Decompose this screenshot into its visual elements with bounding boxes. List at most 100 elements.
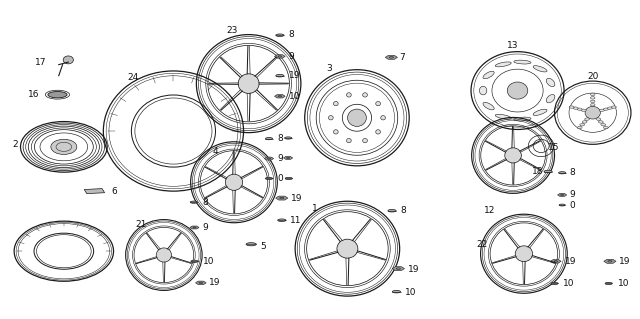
Ellipse shape <box>51 139 77 154</box>
Ellipse shape <box>225 174 243 190</box>
Text: 12: 12 <box>484 206 495 215</box>
Ellipse shape <box>285 177 292 180</box>
Ellipse shape <box>508 82 528 99</box>
Ellipse shape <box>569 106 574 108</box>
Text: 19: 19 <box>619 257 630 266</box>
Ellipse shape <box>515 246 532 262</box>
Ellipse shape <box>582 121 587 123</box>
Polygon shape <box>190 226 199 229</box>
Polygon shape <box>276 196 288 200</box>
Text: 18: 18 <box>532 167 543 176</box>
Text: 8: 8 <box>400 206 406 215</box>
Polygon shape <box>284 156 292 160</box>
Ellipse shape <box>63 56 74 64</box>
Text: 8: 8 <box>289 30 294 40</box>
Ellipse shape <box>547 94 555 103</box>
Ellipse shape <box>599 109 604 111</box>
Ellipse shape <box>559 172 566 174</box>
Ellipse shape <box>544 170 552 173</box>
Ellipse shape <box>376 130 380 134</box>
Text: 9: 9 <box>289 52 294 61</box>
Text: 2: 2 <box>13 140 19 149</box>
Ellipse shape <box>598 121 604 123</box>
Text: 19: 19 <box>291 194 303 203</box>
Ellipse shape <box>346 138 351 143</box>
Text: 6: 6 <box>111 187 116 196</box>
Ellipse shape <box>533 66 547 72</box>
Ellipse shape <box>596 118 601 120</box>
Text: 9: 9 <box>277 154 283 163</box>
Text: 23: 23 <box>227 26 237 35</box>
Ellipse shape <box>156 248 172 262</box>
Ellipse shape <box>591 93 595 96</box>
Text: 15: 15 <box>547 143 559 152</box>
Ellipse shape <box>381 115 385 120</box>
Ellipse shape <box>611 106 616 108</box>
Text: 0: 0 <box>277 174 283 183</box>
Ellipse shape <box>591 104 595 106</box>
Text: 5: 5 <box>260 242 266 251</box>
Ellipse shape <box>278 219 286 221</box>
Ellipse shape <box>547 78 555 86</box>
Ellipse shape <box>495 62 511 67</box>
Text: 17: 17 <box>35 58 46 67</box>
Ellipse shape <box>591 97 595 99</box>
Ellipse shape <box>591 100 595 103</box>
Ellipse shape <box>581 109 586 111</box>
Polygon shape <box>550 260 561 263</box>
Text: 3: 3 <box>326 64 332 73</box>
Text: 19: 19 <box>564 257 576 266</box>
Ellipse shape <box>266 137 273 140</box>
Ellipse shape <box>580 123 584 126</box>
Text: 0: 0 <box>570 201 575 210</box>
Ellipse shape <box>605 282 612 285</box>
Text: 20: 20 <box>588 72 599 81</box>
Ellipse shape <box>276 74 284 77</box>
Ellipse shape <box>604 126 608 129</box>
Text: 8: 8 <box>277 134 283 143</box>
Text: 10: 10 <box>203 257 214 266</box>
Text: 21: 21 <box>135 220 147 229</box>
Ellipse shape <box>337 239 358 258</box>
Polygon shape <box>264 157 274 160</box>
Ellipse shape <box>238 74 259 93</box>
Ellipse shape <box>601 123 605 126</box>
Ellipse shape <box>333 101 338 106</box>
Text: 10: 10 <box>618 279 629 288</box>
Ellipse shape <box>328 115 333 120</box>
Ellipse shape <box>346 93 351 97</box>
Ellipse shape <box>573 107 578 109</box>
Text: 19: 19 <box>289 71 301 80</box>
Text: 1: 1 <box>312 204 318 213</box>
Ellipse shape <box>505 148 522 163</box>
Polygon shape <box>385 56 397 59</box>
Ellipse shape <box>246 243 256 246</box>
Text: 4: 4 <box>213 147 219 156</box>
Ellipse shape <box>479 86 487 95</box>
Polygon shape <box>84 189 104 194</box>
Ellipse shape <box>559 204 565 206</box>
Text: 10: 10 <box>404 288 416 297</box>
Ellipse shape <box>285 137 292 139</box>
Ellipse shape <box>514 60 531 64</box>
Text: 16: 16 <box>28 91 40 100</box>
Text: 9: 9 <box>203 223 209 232</box>
Ellipse shape <box>392 290 401 293</box>
Text: 8: 8 <box>202 198 208 207</box>
Polygon shape <box>195 281 206 285</box>
Ellipse shape <box>363 93 367 97</box>
Text: 13: 13 <box>507 41 518 50</box>
Text: 19: 19 <box>408 265 419 274</box>
Polygon shape <box>557 193 567 197</box>
Ellipse shape <box>48 92 67 98</box>
Ellipse shape <box>276 34 284 36</box>
Ellipse shape <box>190 201 197 203</box>
Ellipse shape <box>495 114 511 119</box>
Ellipse shape <box>388 210 396 212</box>
Polygon shape <box>392 267 404 271</box>
Ellipse shape <box>585 118 589 120</box>
Ellipse shape <box>376 101 380 106</box>
Ellipse shape <box>483 102 494 110</box>
Ellipse shape <box>551 282 558 285</box>
Text: 24: 24 <box>127 73 138 82</box>
